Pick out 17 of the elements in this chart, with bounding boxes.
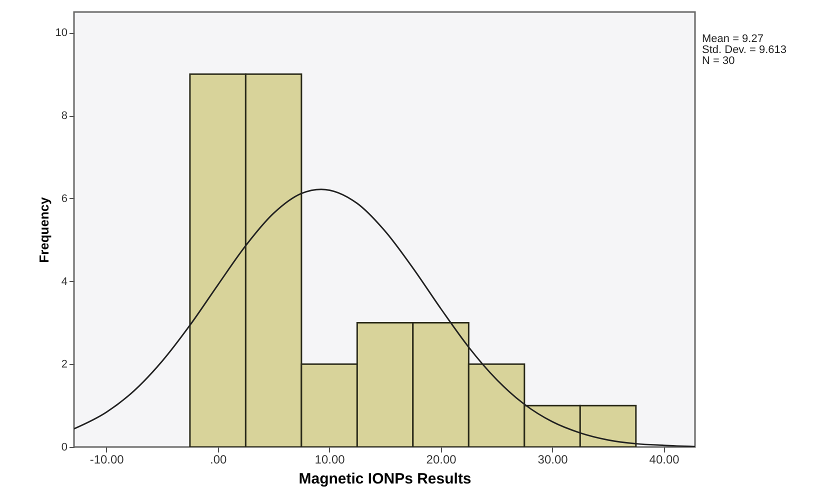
x-tick-label: 10.00 (314, 452, 346, 466)
y-tick-label: 0 (61, 442, 68, 454)
x-tick-label: .00 (210, 452, 227, 466)
x-tick-label: 30.00 (538, 452, 568, 466)
y-tick-label: 4 (61, 276, 68, 288)
text: N = 30 (702, 55, 736, 67)
y-tick-label: 6 (61, 192, 68, 205)
y-axis-title: Frequency (36, 196, 52, 263)
x-tick-label: 20.00 (426, 452, 457, 466)
text: Mean = 9.27 (702, 33, 764, 45)
x-axis-title: Magnetic IONPs Results (298, 470, 472, 488)
y-tick-label: 10 (55, 27, 68, 40)
y-tick-label: 2 (61, 358, 68, 371)
y-tick-label: 8 (61, 110, 68, 122)
x-tick-label: -10.00 (90, 452, 124, 466)
text: Std. Dev. = 9.613 (702, 44, 786, 56)
x-tick-label: 40.00 (649, 452, 680, 466)
